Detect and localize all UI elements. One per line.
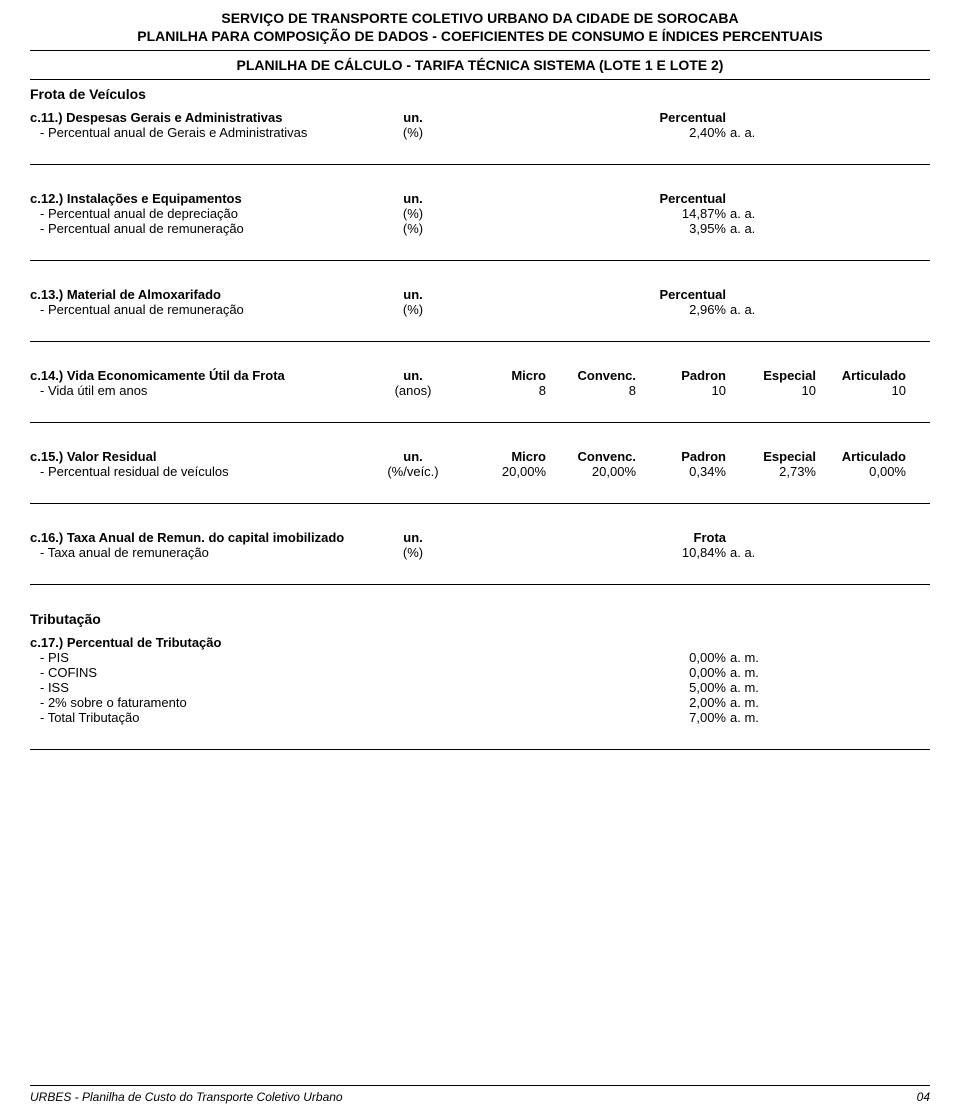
title-line1: SERVIÇO DE TRANSPORTE COLETIVO URBANO DA… xyxy=(30,10,930,26)
c12-row1-label: - Percentual anual de remuneração xyxy=(30,221,370,236)
c17-r3-note: a. m. xyxy=(730,695,820,710)
block-c13: c.13.) Material de Almoxarifado un. Perc… xyxy=(30,287,930,317)
c16-title: c.16.) Taxa Anual de Remun. do capital i… xyxy=(30,530,370,545)
section-frota: Frota de Veículos xyxy=(30,86,930,102)
c17-r4-label: - Total Tributação xyxy=(30,710,370,725)
c14-un: un. xyxy=(370,368,460,383)
c17-r2-val: 5,00% xyxy=(640,680,730,695)
c14-v4: 10 xyxy=(820,383,910,398)
c12-row0-label: - Percentual anual de depreciação xyxy=(30,206,370,221)
block-c12: c.12.) Instalações e Equipamentos un. Pe… xyxy=(30,191,930,236)
block-c15: c.15.) Valor Residual un. Micro Convenc.… xyxy=(30,449,930,479)
footer: URBES - Planilha de Custo do Transporte … xyxy=(30,1085,930,1104)
c12-row0-val: 14,87% xyxy=(640,206,730,221)
c14-col0: Micro xyxy=(460,368,550,383)
c13-row-unit: (%) xyxy=(370,302,460,317)
c17-r4-note: a. m. xyxy=(730,710,820,725)
c15-col0: Micro xyxy=(460,449,550,464)
title-line2: PLANILHA PARA COMPOSIÇÃO DE DADOS - COEF… xyxy=(30,28,930,44)
c14-col1: Convenc. xyxy=(550,368,640,383)
c13-colhead: Percentual xyxy=(640,287,730,302)
c17-r3-label: - 2% sobre o faturamento xyxy=(30,695,370,710)
c17-r0-label: - PIS xyxy=(30,650,370,665)
c12-row1-val: 3,95% xyxy=(640,221,730,236)
c11-colhead: Percentual xyxy=(640,110,730,125)
c17-r0-note: a. m. xyxy=(730,650,820,665)
c16-un: un. xyxy=(370,530,460,545)
c12-un: un. xyxy=(370,191,460,206)
c12-colhead: Percentual xyxy=(640,191,730,206)
block-c17: c.17.) Percentual de Tributação - PIS 0,… xyxy=(30,635,930,725)
c15-v2: 0,34% xyxy=(640,464,730,479)
c15-col4: Articulado xyxy=(820,449,910,464)
footer-left: URBES - Planilha de Custo do Transporte … xyxy=(30,1090,343,1104)
c14-v1: 8 xyxy=(550,383,640,398)
c12-row0-note: a. a. xyxy=(730,206,820,221)
c15-un: un. xyxy=(370,449,460,464)
block-c14: c.14.) Vida Economicamente Útil da Frota… xyxy=(30,368,930,398)
c11-un: un. xyxy=(370,110,460,125)
c15-title: c.15.) Valor Residual xyxy=(30,449,370,464)
section-tributacao: Tributação xyxy=(30,611,930,627)
header: SERVIÇO DE TRANSPORTE COLETIVO URBANO DA… xyxy=(30,10,930,73)
c15-col1: Convenc. xyxy=(550,449,640,464)
c11-title: c.11.) Despesas Gerais e Administrativas xyxy=(30,110,370,125)
c17-r1-val: 0,00% xyxy=(640,665,730,680)
c16-row-note: a. a. xyxy=(730,545,820,560)
c17-r0-val: 0,00% xyxy=(640,650,730,665)
c11-row-val: 2,40% xyxy=(640,125,730,140)
c12-row1-note: a. a. xyxy=(730,221,820,236)
c14-v0: 8 xyxy=(460,383,550,398)
block-c11: c.11.) Despesas Gerais e Administrativas… xyxy=(30,110,930,140)
c15-col2: Padron xyxy=(640,449,730,464)
c15-v3: 2,73% xyxy=(730,464,820,479)
c17-r4-val: 7,00% xyxy=(640,710,730,725)
c12-row0-unit: (%) xyxy=(370,206,460,221)
c17-title: c.17.) Percentual de Tributação xyxy=(30,635,370,650)
c16-colhead: Frota xyxy=(640,530,730,545)
c17-r1-note: a. m. xyxy=(730,665,820,680)
c13-un: un. xyxy=(370,287,460,302)
footer-right: 04 xyxy=(917,1090,930,1104)
c15-row-unit: (%/veíc.) xyxy=(370,464,460,479)
c13-row-note: a. a. xyxy=(730,302,820,317)
c12-title: c.12.) Instalações e Equipamentos xyxy=(30,191,370,206)
title-line3: PLANILHA DE CÁLCULO - TARIFA TÉCNICA SIS… xyxy=(30,57,930,73)
c16-row-label: - Taxa anual de remuneração xyxy=(30,545,370,560)
c14-col4: Articulado xyxy=(820,368,910,383)
c13-row-label: - Percentual anual de remuneração xyxy=(30,302,370,317)
c13-title: c.13.) Material de Almoxarifado xyxy=(30,287,370,302)
c12-row1-unit: (%) xyxy=(370,221,460,236)
block-c16: c.16.) Taxa Anual de Remun. do capital i… xyxy=(30,530,930,560)
c11-row-unit: (%) xyxy=(370,125,460,140)
c15-v1: 20,00% xyxy=(550,464,640,479)
c13-row-val: 2,96% xyxy=(640,302,730,317)
c11-row-label: - Percentual anual de Gerais e Administr… xyxy=(30,125,370,140)
c16-row-val: 10,84% xyxy=(640,545,730,560)
c17-r1-label: - COFINS xyxy=(30,665,370,680)
c15-v0: 20,00% xyxy=(460,464,550,479)
c14-col3: Especial xyxy=(730,368,820,383)
c14-title: c.14.) Vida Economicamente Útil da Frota xyxy=(30,368,370,383)
c17-r3-val: 2,00% xyxy=(640,695,730,710)
c14-v2: 10 xyxy=(640,383,730,398)
c15-row-label: - Percentual residual de veículos xyxy=(30,464,370,479)
c15-v4: 0,00% xyxy=(820,464,910,479)
c17-r2-note: a. m. xyxy=(730,680,820,695)
c11-row-note: a. a. xyxy=(730,125,820,140)
c14-v3: 10 xyxy=(730,383,820,398)
c15-col3: Especial xyxy=(730,449,820,464)
c14-row-unit: (anos) xyxy=(370,383,460,398)
c14-row-label: - Vida útil em anos xyxy=(30,383,370,398)
c14-col2: Padron xyxy=(640,368,730,383)
c16-row-unit: (%) xyxy=(370,545,460,560)
c17-r2-label: - ISS xyxy=(30,680,370,695)
